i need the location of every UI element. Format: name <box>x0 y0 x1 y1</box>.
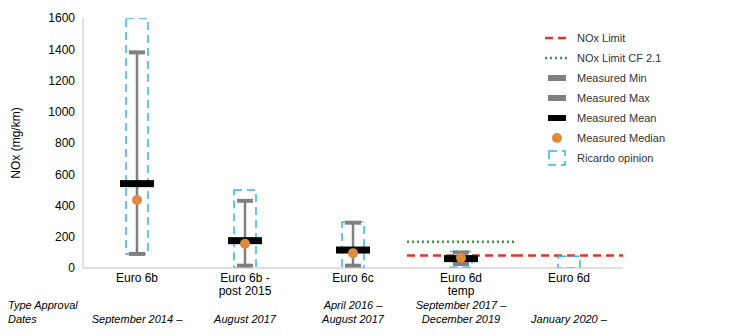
svg-text:temp: temp <box>448 284 475 298</box>
svg-text:NOx (mg/km): NOx (mg/km) <box>9 107 23 178</box>
svg-text:post 2015: post 2015 <box>219 284 272 298</box>
svg-text:200: 200 <box>55 230 75 244</box>
svg-text:400: 400 <box>55 199 75 213</box>
svg-text:600: 600 <box>55 168 75 182</box>
html-text:Measured Mean: Measured Mean <box>577 112 657 124</box>
svg-text:1000: 1000 <box>48 105 75 119</box>
svg-text:Euro 6b: Euro 6b <box>116 271 158 285</box>
svg-text:September 2014 –: September 2014 – <box>92 313 183 325</box>
svg-text:September 2017 –: September 2017 – <box>416 299 507 311</box>
html-text:Measured Max: Measured Max <box>577 92 650 104</box>
svg-text:Type Approval: Type Approval <box>8 299 78 311</box>
svg-text:Euro 6b -: Euro 6b - <box>220 271 269 285</box>
svg-text:April 2016 –: April 2016 – <box>323 299 384 311</box>
svg-text:Euro 6d: Euro 6d <box>440 271 482 285</box>
svg-text:1200: 1200 <box>48 74 75 88</box>
html-text:NOx Limit CF 2.1: NOx Limit CF 2.1 <box>577 52 662 64</box>
svg-text:August 2017: August 2017 <box>213 313 277 325</box>
svg-text:1600: 1600 <box>48 11 75 25</box>
svg-text:December 2019: December 2019 <box>422 313 500 325</box>
svg-text:Euro 6d: Euro 6d <box>548 271 590 285</box>
svg-text:Dates: Dates <box>8 313 37 325</box>
svg-text:August 2017: August 2017 <box>321 313 385 325</box>
html-text:Measured Min: Measured Min <box>577 72 647 84</box>
svg-text:1400: 1400 <box>48 43 75 57</box>
html-text:NOx Limit: NOx Limit <box>577 32 626 44</box>
svg-text:Euro 6c: Euro 6c <box>332 271 373 285</box>
html-text:Measured Median: Measured Median <box>577 132 666 144</box>
svg-text:January 2020 –: January 2020 – <box>530 313 608 325</box>
svg-text:800: 800 <box>55 136 75 150</box>
svg-text:0: 0 <box>68 261 75 275</box>
html-text:Ricardo opinion: Ricardo opinion <box>577 152 654 164</box>
